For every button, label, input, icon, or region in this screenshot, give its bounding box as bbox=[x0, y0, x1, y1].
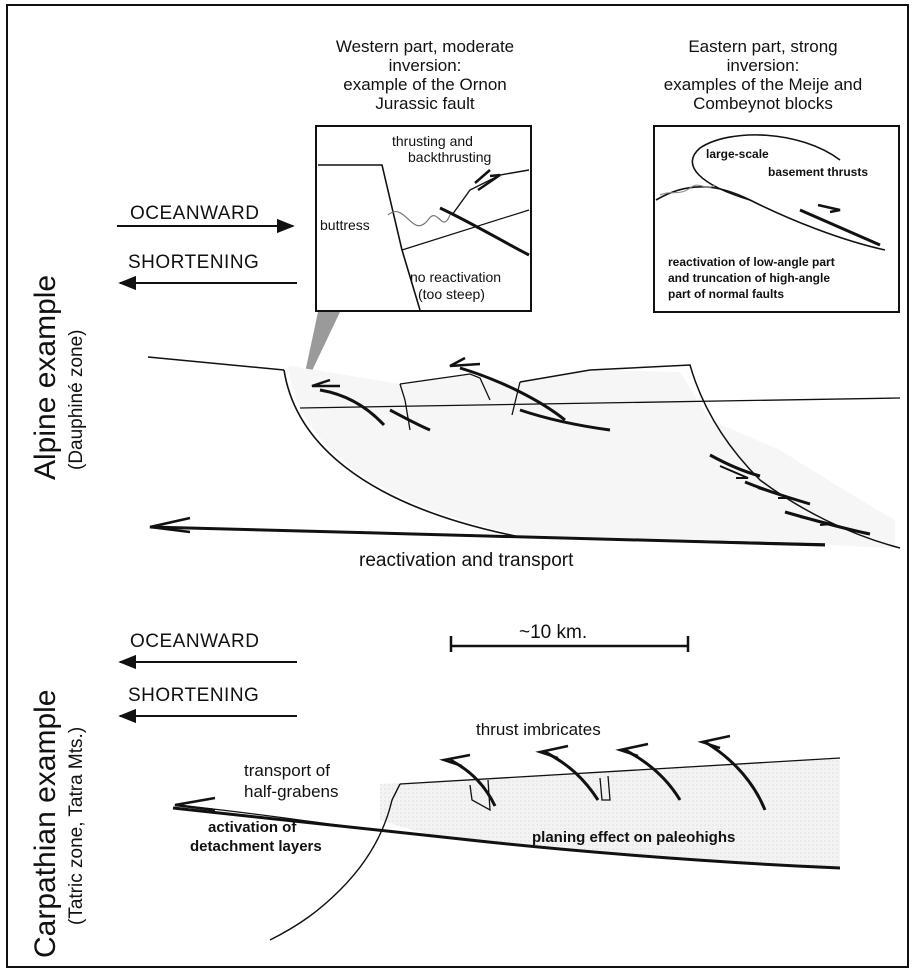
west-inset: thrusting and backthrusting buttress no … bbox=[315, 125, 532, 312]
east-fold-nose bbox=[691, 134, 841, 201]
west-caption-line-1: Western part, moderate bbox=[336, 37, 514, 56]
alpine-side-title: Alpine example bbox=[29, 275, 62, 480]
west-strata bbox=[401, 209, 530, 251]
alpine-master-fault bbox=[283, 369, 826, 545]
east-inset-box bbox=[653, 125, 900, 313]
west-thrust bbox=[439, 206, 530, 257]
alpine-thrust-4 bbox=[519, 408, 611, 432]
carpathian-oceanward-label: OCEANWARD bbox=[130, 631, 259, 652]
alpine-basal-arrow bbox=[149, 516, 191, 534]
alpine-shortening-label: SHORTENING bbox=[128, 252, 259, 273]
alpine-section bbox=[147, 356, 901, 549]
east-wavy-layer bbox=[659, 184, 716, 196]
alpine-bedding bbox=[299, 397, 901, 409]
carpathian-surface bbox=[399, 757, 841, 785]
alpine-thrust-1 bbox=[319, 388, 386, 427]
alpine-oceanward-label: OCEANWARD bbox=[130, 203, 259, 224]
carpathian-imbricate-4-arrow bbox=[697, 734, 731, 750]
west-fault-block bbox=[318, 164, 421, 311]
carpathian-shortening-label: SHORTENING bbox=[128, 685, 259, 706]
alpine-title: Alpine example bbox=[29, 275, 62, 480]
west-no-reactivation-line-1: no reactivation bbox=[410, 269, 501, 285]
carpathian-planing-label: planing effect on paleohighs bbox=[532, 829, 735, 846]
east-thrust-arrow bbox=[817, 203, 841, 214]
figure-frame bbox=[6, 4, 909, 968]
east-caption-line-1: Eastern part, strong bbox=[688, 37, 837, 56]
east-caption-line-3: examples of the Meije and bbox=[664, 75, 862, 94]
west-backthrust-line bbox=[451, 169, 530, 216]
alpine-surface-left bbox=[147, 356, 285, 371]
alpine-basin-fill bbox=[288, 366, 895, 548]
carpathian-detachment bbox=[172, 806, 841, 870]
west-fold bbox=[387, 211, 451, 227]
west-caption-line-4: Jurassic fault bbox=[375, 94, 474, 113]
alpine-block-3 bbox=[511, 381, 521, 416]
east-thrust-sheet-base bbox=[655, 186, 886, 251]
carpathian-side-title: Carpathian example bbox=[29, 690, 62, 959]
east-reactivation-line-1: reactivation of low-angle part bbox=[668, 255, 835, 269]
carpathian-imbricate-2-arrow bbox=[535, 744, 569, 760]
east-caption-line-4: Combeynot blocks bbox=[693, 94, 833, 113]
carpathian-normal-fault bbox=[269, 783, 401, 941]
alpine-thrust-3-arrow bbox=[449, 356, 481, 368]
carpathian-thrust-imbricates: thrust imbricates bbox=[476, 720, 601, 739]
carpathian-subtitle: (Tatric zone, Tatra Mts.) bbox=[66, 727, 87, 925]
scale-label: ~10 km. bbox=[519, 622, 587, 643]
carpathian-transport-line-2: half-grabens bbox=[244, 782, 339, 801]
alpine-subtitle: (Dauphiné zone) bbox=[66, 330, 87, 470]
carpathian-imbricate-4 bbox=[704, 740, 767, 811]
west-no-reactivation-line-2: (too steep) bbox=[418, 286, 485, 302]
carpathian-side-subtitle: (Tatric zone, Tatra Mts.) bbox=[66, 727, 87, 925]
carpathian-half-graben-2 bbox=[599, 775, 611, 801]
carpathian-activation-line-1: activation of bbox=[208, 819, 297, 836]
carpathian-activation-line-2: detachment layers bbox=[190, 838, 322, 855]
alpine-thrust-2 bbox=[389, 408, 431, 432]
west-thrusting-line-1: thrusting and bbox=[392, 133, 473, 149]
alpine-block-2 bbox=[399, 373, 491, 401]
alpine-east-block bbox=[519, 364, 901, 549]
east-caption: Eastern part, strong inversion: examples… bbox=[664, 37, 862, 113]
east-large-scale-line-2: basement thrusts bbox=[768, 165, 868, 179]
alpine-bottom-label: reactivation and transport bbox=[359, 550, 574, 571]
east-inset: large-scale basement thrusts reactivatio… bbox=[653, 125, 900, 313]
alpine-thrust-3 bbox=[459, 366, 566, 422]
alpine-basal-detachment bbox=[149, 525, 826, 547]
west-caption: Western part, moderate inversion: exampl… bbox=[336, 37, 514, 113]
carpathian-imbricate-3-arrow bbox=[615, 742, 649, 758]
alpine-east-thrust-1 bbox=[709, 453, 761, 478]
west-caption-line-2: inversion: bbox=[389, 56, 462, 75]
east-large-scale-line-1: large-scale bbox=[706, 147, 769, 161]
alpine-side-subtitle: (Dauphiné zone) bbox=[66, 330, 87, 470]
alpine-thrust-1-arrow bbox=[311, 378, 340, 388]
alpine-east-thrust-arrow-3 bbox=[799, 516, 833, 526]
alpine-east-thrust-3 bbox=[784, 510, 871, 536]
alpine-east-thrust-arrow-1 bbox=[719, 465, 749, 479]
east-thrust bbox=[799, 208, 881, 247]
west-thrusting-line-2: backthrusting bbox=[408, 149, 491, 165]
west-caption-line-3: example of the Ornon bbox=[343, 75, 506, 94]
west-backthrust-arrow bbox=[474, 169, 501, 192]
carpathian-section bbox=[172, 734, 841, 941]
carpathian-basal-arrow bbox=[174, 796, 216, 812]
east-reactivation-line-3: part of normal faults bbox=[668, 287, 784, 301]
west-buttress-label: buttress bbox=[320, 217, 370, 233]
east-reactivation-line-2: and truncation of high-angle bbox=[668, 271, 830, 285]
carpathian-title: Carpathian example bbox=[29, 690, 62, 959]
west-inset-box bbox=[315, 125, 532, 312]
east-caption-line-2: inversion: bbox=[727, 56, 800, 75]
carpathian-imbricate-1-arrow bbox=[439, 753, 471, 768]
carpathian-basin-fill bbox=[380, 758, 840, 868]
alpine-east-thrust-arrow-2 bbox=[757, 487, 791, 499]
scale-bar: ~10 km. bbox=[449, 622, 690, 652]
carpathian-transport-line-1: transport of bbox=[244, 761, 330, 780]
